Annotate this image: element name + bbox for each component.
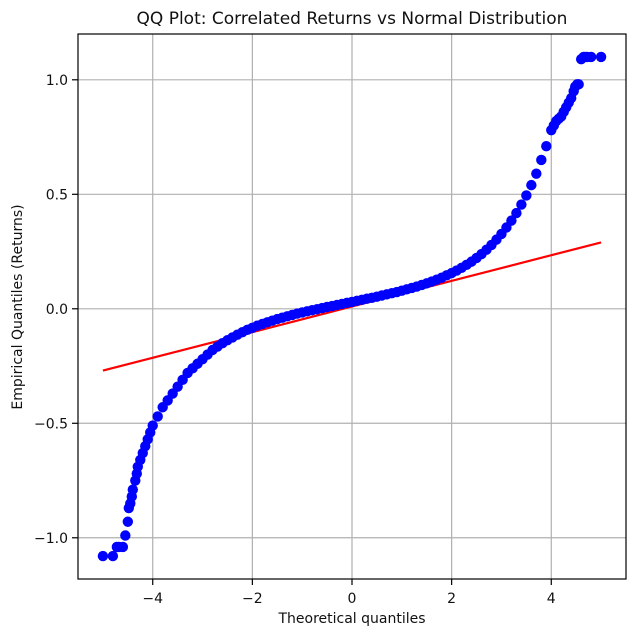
y-axis-label: Empirical Quantiles (Returns) — [10, 204, 26, 409]
x-tick-label: −4 — [142, 591, 163, 607]
data-point — [541, 141, 552, 152]
data-point — [97, 550, 109, 562]
data-point — [516, 199, 527, 210]
scatter-points — [97, 51, 607, 562]
data-point — [117, 541, 129, 553]
data-point — [511, 207, 522, 219]
data-point — [127, 484, 138, 495]
tick-labels: −4 −2 0 2 4 −1.0 −0.5 0.0 0.5 1.0 — [34, 73, 556, 607]
chart-title: QQ Plot: Correlated Returns vs Normal Di… — [137, 9, 568, 29]
data-point — [120, 530, 131, 541]
data-point — [152, 411, 163, 422]
axes — [72, 33, 627, 585]
y-tick-label: −0.5 — [34, 416, 68, 432]
data-point — [521, 190, 532, 201]
x-tick-label: −2 — [242, 591, 263, 607]
y-tick-label: −1.0 — [34, 531, 68, 547]
x-tick-label: 2 — [447, 591, 456, 607]
x-tick-label: 4 — [547, 591, 556, 607]
x-axis-label: Theoretical quantiles — [277, 611, 425, 627]
data-point — [147, 420, 158, 431]
data-point — [526, 179, 537, 191]
data-point — [506, 215, 517, 226]
data-point — [531, 168, 542, 179]
data-point — [107, 550, 119, 562]
data-point — [122, 516, 134, 527]
y-tick-label: 0.5 — [46, 187, 68, 203]
y-tick-label: 0.0 — [46, 302, 68, 318]
y-tick-label: 1.0 — [46, 73, 68, 89]
data-point — [585, 51, 597, 63]
data-point — [573, 79, 584, 90]
x-tick-label: 0 — [348, 591, 357, 607]
data-point — [536, 154, 547, 166]
data-point — [595, 51, 607, 63]
